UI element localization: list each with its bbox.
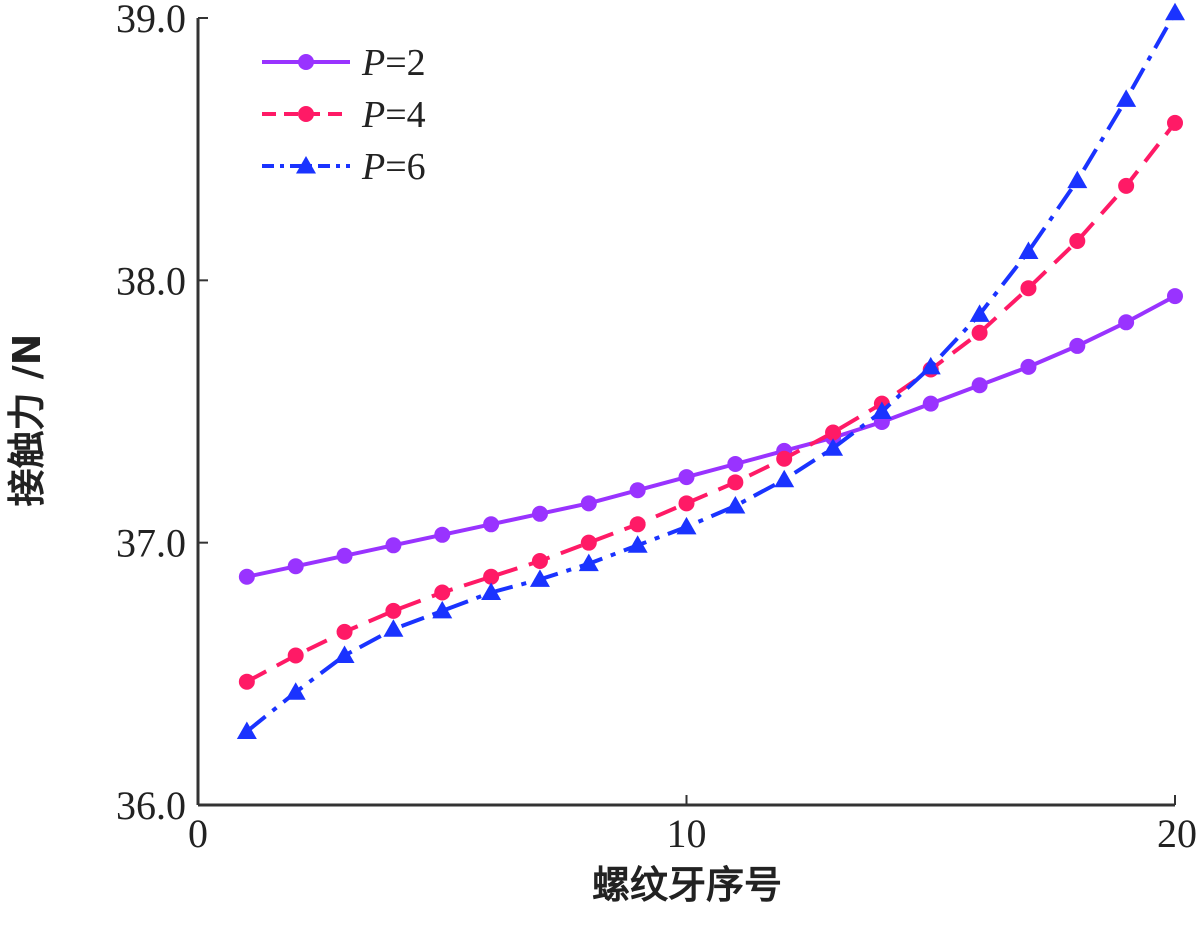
data-point [1167,288,1183,305]
data-point [531,505,548,522]
series-line [245,121,1177,684]
data-point [236,721,257,740]
data-point [727,474,744,491]
data-point [287,647,304,664]
data-point [434,526,451,543]
data-point [580,495,597,512]
data-point [629,516,646,533]
data-point [578,553,599,572]
data-point [825,424,842,441]
data-point [238,568,255,585]
data-point [969,304,990,322]
data-point [385,537,402,554]
data-point [920,356,941,375]
data-point [922,395,939,412]
legend-marker [296,156,316,174]
data-point [871,401,892,419]
y-tick-label: 39.0 [116,0,186,41]
series-lines [236,2,1185,740]
data-point [1020,280,1037,297]
legend-marker [298,106,314,122]
x-tick-label: 10 [667,811,707,856]
data-point [1069,232,1086,249]
data-point [823,438,844,456]
x-tick-label: 0 [188,811,208,856]
data-point [580,534,597,551]
data-point [483,516,500,533]
data-point [238,673,255,690]
data-point [336,547,353,564]
data-point [627,535,648,553]
x-tick-label: 20 [1157,811,1197,856]
legend-label: P=2 [361,42,426,84]
data-point [287,558,304,575]
legend-marker [298,54,314,70]
y-tick-label: 38.0 [116,258,186,303]
data-point [676,516,697,535]
data-point [1069,337,1086,354]
data-point [971,377,988,394]
data-point [1167,114,1183,131]
y-axis-title: 接触力 /N [5,334,49,507]
series-P=4 [238,114,1183,690]
data-point [529,569,550,587]
data-point [531,553,548,570]
axes [196,18,1175,807]
data-point [1165,2,1185,21]
data-point [1118,314,1135,331]
series-P=6 [236,2,1185,740]
data-point [1118,177,1135,194]
data-point [334,645,355,663]
data-point [971,324,988,341]
legend: P=2 P=4 P=6 [262,42,426,188]
data-point [774,469,795,488]
data-point [727,455,744,472]
data-point [776,450,793,467]
data-point [483,568,500,585]
series-line [246,294,1176,579]
data-point [678,495,695,512]
data-point [432,600,453,619]
ticks: 36.0 37.0 38.0 39.0 0 10 20 [116,0,1197,856]
data-point [336,623,353,640]
data-point [383,619,404,637]
series-line [245,11,1177,734]
data-point [481,582,502,601]
y-tick-label: 36.0 [116,783,186,828]
data-point [678,469,695,486]
y-tick-label: 37.0 [116,521,186,566]
data-point [385,602,402,619]
series-P=2 [238,288,1183,585]
legend-label: P=4 [361,94,426,136]
data-point [285,682,306,700]
data-point [725,495,746,514]
x-axis-title: 螺纹牙序号 [592,863,782,907]
data-point [434,584,451,601]
legend-label: P=6 [361,146,426,188]
data-point [1020,358,1037,375]
data-point [1018,241,1039,259]
data-point [1067,170,1088,189]
data-point [1116,89,1137,107]
data-point [629,482,646,499]
